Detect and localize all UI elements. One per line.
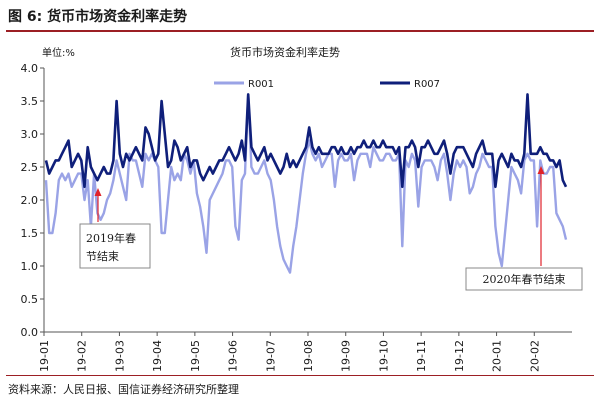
- footer-divider: [6, 375, 594, 376]
- y-tick-label: 3.0: [21, 128, 39, 141]
- y-tick-label: 2.0: [21, 194, 39, 207]
- x-tick-label: 19-02: [76, 340, 89, 372]
- annotation-box-2020: [465, 267, 583, 291]
- chart-canvas: 货币市场资金利率走势 单位:% 0.0 0.5 1.0 1.5 2.0 2.5 3.0 3.5…: [21, 45, 583, 372]
- x-tick-label: 19-05: [189, 340, 202, 372]
- axes: 0.0 0.5 1.0 1.5 2.0 2.5 3.0 3.5 4.0 19-01 19-02 19-…: [21, 62, 572, 372]
- source-note: 资料来源：人民日报、国信证券经济研究所整理: [8, 383, 239, 396]
- y-tick-label: 0.0: [21, 326, 39, 339]
- x-tick-label: 19-06: [227, 340, 240, 372]
- x-tick-label: 19-08: [302, 340, 315, 372]
- y-axis-unit-label: 单位:%: [42, 46, 75, 59]
- annotation-arrowhead-2019: [94, 188, 102, 196]
- figure-title: 图 6: 货币市场资金利率走势: [8, 9, 188, 25]
- x-tick-label: 19-11: [415, 340, 428, 372]
- x-tick-label: 19-09: [340, 340, 353, 372]
- legend: R001 R007: [214, 79, 440, 90]
- y-tick-label: 1.5: [21, 227, 39, 240]
- x-tick-label: 20-01: [491, 340, 504, 372]
- chart-title: 货币市场资金利率走势: [230, 45, 340, 59]
- series-layer: [44, 93, 568, 274]
- x-tick-label: 19-03: [113, 340, 126, 372]
- annotation-box-2019: [79, 223, 151, 269]
- y-tick-label: 1.0: [21, 260, 39, 273]
- annotation-arrowhead-2020: [537, 166, 545, 174]
- y-tick-label: 0.5: [21, 293, 39, 306]
- annotation-text-2019-line2: 节结束: [86, 250, 119, 263]
- x-tick-label: 20-02: [528, 340, 541, 372]
- y-tick-label: 2.5: [21, 161, 39, 174]
- legend-label-r007: R007: [414, 79, 440, 90]
- series-line-r007: [44, 93, 568, 189]
- x-tick-label: 19-07: [264, 340, 277, 372]
- series-line-r001: [44, 93, 568, 274]
- y-tick-label: 4.0: [21, 62, 39, 75]
- x-tick-label: 19-10: [377, 340, 390, 372]
- y-tick-label: 3.5: [21, 95, 39, 108]
- legend-label-r001: R001: [248, 79, 274, 90]
- x-tick-label: 19-04: [151, 340, 164, 372]
- annotation-text-2019-line1: 2019年春: [86, 231, 136, 245]
- x-tick-label: 19-01: [38, 340, 51, 372]
- x-tick-label: 19-12: [453, 340, 466, 372]
- annotation-text-2020: 2020年春节结束: [483, 272, 566, 286]
- title-divider: [6, 30, 594, 32]
